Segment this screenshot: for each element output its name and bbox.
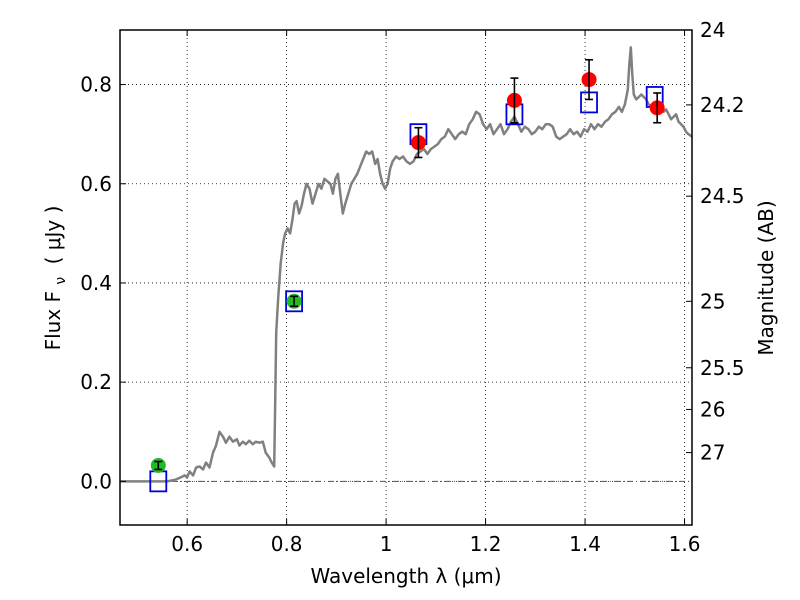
x-tick-label: 1.2: [470, 532, 502, 556]
sed-curve: [120, 46, 693, 483]
y-axis-label-text: Flux F: [41, 291, 65, 350]
y2-tick-label: 25: [700, 289, 725, 313]
svg-text:Flux F ν ( μJy ): Flux F ν ( μJy ): [41, 206, 70, 351]
y-tick-label: 0.2: [80, 370, 112, 394]
grid: [120, 30, 692, 525]
y-axis-label: Flux F ν ( μJy ): [41, 206, 70, 351]
y-tick-label: 0.0: [80, 469, 112, 493]
y-tick-label: 0.6: [80, 172, 112, 196]
y-axis-label-sub: ν: [53, 277, 69, 285]
y2-tick-label: 24: [700, 18, 725, 42]
model-flux-box: [285, 290, 303, 313]
y-axis-label-unit: ( μJy ): [41, 206, 65, 265]
y2-tick-label: 24.2: [700, 93, 745, 117]
plot-frame: [119, 29, 693, 526]
axis-layer: 0.6 0.8 1 1.2 1.4 1.6 0.0 0.2 0.4 0.6 0.8 24 24.2 24.…: [80, 18, 744, 556]
y2-tick-label: 24.5: [700, 184, 745, 208]
x-tick-label: 1.6: [669, 532, 701, 556]
y-tick-label: 0.4: [80, 271, 112, 295]
y2-tick-label: 26: [700, 397, 725, 421]
x-tick-label: 1: [380, 532, 393, 556]
y2-axis-label: Magnitude (AB): [754, 200, 778, 355]
series-layer: [120, 46, 693, 493]
y2-tick-label: 27: [700, 441, 725, 465]
x-tick-label: 0.6: [171, 532, 203, 556]
x-tick-label: 1.4: [569, 532, 601, 556]
y-tick-label: 0.8: [80, 73, 112, 97]
x-axis-label: Wavelength λ (μm): [310, 564, 501, 588]
x-tick-label: 0.8: [271, 532, 303, 556]
y2-tick-label: 25.5: [700, 356, 745, 380]
